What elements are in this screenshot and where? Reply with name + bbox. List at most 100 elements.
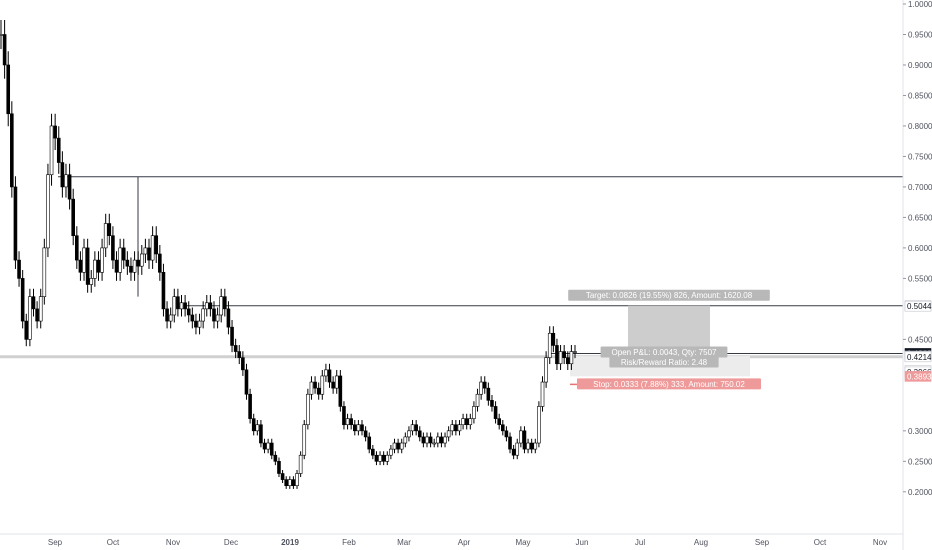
- candle-body: [237, 351, 242, 358]
- candle-body: [537, 406, 541, 444]
- x-tick-label: Sep: [48, 538, 63, 547]
- candle-body: [407, 430, 411, 438]
- x-tick-label: Aug: [694, 538, 708, 547]
- candle-body: [31, 296, 36, 310]
- candle-body: [2, 34, 7, 66]
- y-tick-label: 0.2500: [908, 457, 932, 466]
- candle-body: [410, 424, 415, 432]
- y-tick-label: 0.5500: [908, 274, 932, 283]
- candle-body: [262, 442, 267, 450]
- x-tick-label: Jun: [576, 538, 589, 547]
- candle-body: [251, 418, 256, 432]
- candle-body: [266, 442, 270, 450]
- candle-body: [533, 442, 538, 450]
- candle-body: [67, 174, 72, 200]
- candle-body: [555, 345, 559, 365]
- y-tick-label: 0.2000: [908, 488, 932, 497]
- candle-body: [338, 375, 343, 407]
- y-tick-label: 0.9500: [908, 30, 932, 39]
- candle-body: [421, 436, 426, 444]
- candle-body: [60, 162, 65, 188]
- candle-body: [385, 454, 390, 462]
- x-tick-label: Oct: [107, 538, 120, 547]
- y-tick-label: 0.6000: [908, 244, 932, 253]
- candle-body: [212, 308, 216, 322]
- candle-body: [158, 253, 162, 273]
- candle-body: [223, 296, 227, 310]
- x-tick-label: May: [515, 538, 530, 547]
- y-tick-label: 0.6500: [908, 213, 932, 222]
- candle-body: [392, 442, 397, 450]
- candle-body: [121, 247, 126, 261]
- candle-body: [342, 406, 346, 426]
- candle-body: [147, 247, 151, 261]
- candle-body: [161, 271, 166, 310]
- target-label-bg: [568, 289, 770, 301]
- candle-body: [53, 125, 57, 139]
- candle-body: [230, 326, 234, 346]
- candle-body: [360, 424, 364, 432]
- candle-body: [461, 418, 465, 426]
- x-tick-label: Dec: [224, 538, 238, 547]
- price-axis: 1.0000 0.9500 0.9000 0.8500 0.8000 0.7500 0.70…: [902, 0, 932, 550]
- y-tick-label: 0.3000: [908, 427, 932, 436]
- candle-body: [107, 223, 112, 237]
- candle-body: [49, 125, 54, 176]
- price-label-box: [904, 300, 932, 312]
- candle-body: [56, 137, 61, 163]
- candle-body: [374, 454, 379, 462]
- candle-body: [378, 454, 382, 462]
- candle-body: [64, 174, 68, 188]
- candle-body: [288, 479, 292, 487]
- candle-body: [345, 418, 350, 426]
- candle-body: [472, 406, 476, 419]
- risk-reward-label: Risk/Reward Ratio: 2.48: [621, 358, 708, 367]
- position-labels: Target: 0.0826 (19.55%) 826, Amount: 162…: [568, 289, 770, 390]
- y-tick-label: 0.7500: [908, 152, 932, 161]
- candle-body: [111, 235, 115, 261]
- candle-body: [316, 387, 321, 395]
- target-label: Target: 0.0826 (19.55%) 826, Amount: 162…: [586, 291, 753, 300]
- candle-body: [6, 64, 11, 115]
- candle-body: [454, 424, 458, 432]
- candle-body: [82, 247, 86, 273]
- candle-body: [334, 375, 339, 389]
- candle-body: [295, 473, 299, 487]
- x-tick-label: Nov: [873, 538, 887, 547]
- candle-body: [515, 442, 520, 456]
- candle-body: [396, 442, 400, 450]
- candle-body: [179, 302, 184, 310]
- candle-body: [215, 314, 220, 322]
- candle-body: [277, 461, 281, 474]
- candle-body: [522, 430, 527, 450]
- candle-body: [381, 454, 386, 462]
- candle-body: [569, 351, 574, 365]
- candle-body: [526, 442, 530, 450]
- x-tick-label: Nov: [166, 538, 180, 547]
- candle-body: [125, 259, 130, 267]
- candle-body: [46, 174, 50, 249]
- candle-body: [197, 320, 202, 328]
- candle-body: [320, 375, 325, 395]
- candle-body: [558, 351, 563, 365]
- candle-body: [103, 223, 108, 249]
- candle-body: [464, 418, 469, 426]
- price-label-text: 0.5044: [907, 302, 932, 311]
- candle-body: [356, 424, 361, 432]
- candle-body: [100, 247, 104, 273]
- candle-body: [17, 259, 21, 279]
- x-tick-label: Mar: [397, 538, 411, 547]
- candle-body: [331, 381, 335, 389]
- candle-body: [573, 351, 577, 353]
- candle-body: [42, 247, 47, 297]
- candle-body: [204, 302, 209, 310]
- candle-body: [490, 400, 494, 407]
- candle-body: [150, 235, 155, 261]
- candle-body: [280, 473, 285, 480]
- candle-body: [414, 424, 418, 432]
- candles: [0, 20, 577, 489]
- stop-label: Stop: 0.0333 (7.88%) 333, Amount: 750.02: [593, 380, 745, 389]
- candle-body: [226, 308, 231, 328]
- candle-body: [208, 302, 213, 310]
